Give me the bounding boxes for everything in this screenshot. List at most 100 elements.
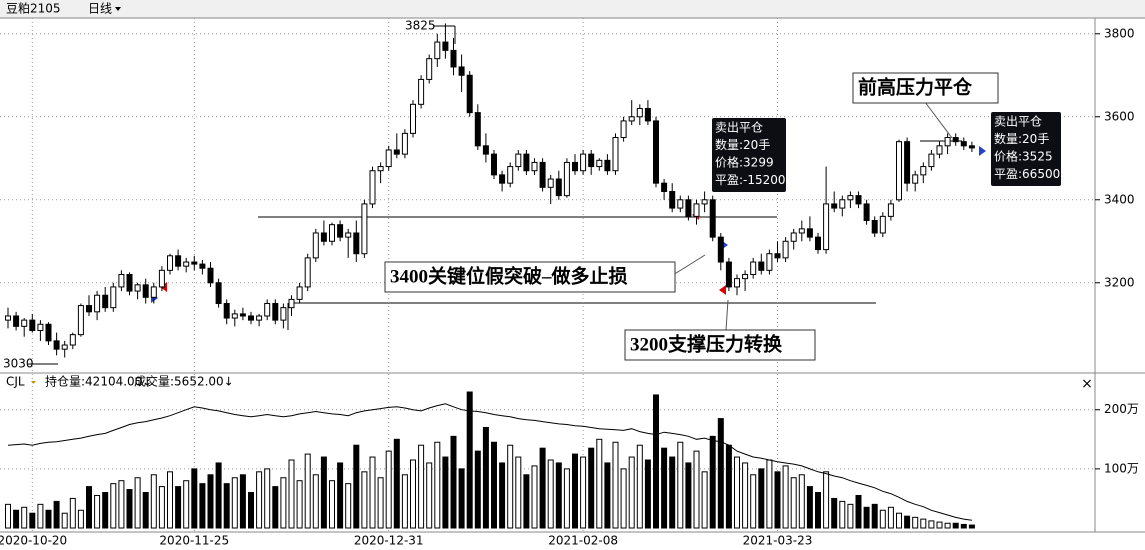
volume-bar <box>758 468 765 529</box>
candle-body <box>53 340 60 350</box>
volume-bar <box>879 509 886 529</box>
volume-bar <box>839 500 846 529</box>
volume-bar <box>118 480 125 529</box>
volume-bar <box>13 509 20 529</box>
candle-body <box>539 161 546 188</box>
dropdown-arrow[interactable] <box>115 7 121 11</box>
candle-body <box>272 303 279 321</box>
volume-bar <box>612 441 619 529</box>
y-tick-label: 100万 <box>1104 461 1139 475</box>
volume-bar <box>231 477 238 529</box>
candle-body <box>944 137 951 147</box>
candle-body <box>677 199 684 209</box>
volume-bar <box>94 494 101 529</box>
close-button[interactable]: × <box>1081 376 1093 392</box>
volume-bar <box>442 456 449 529</box>
volume-bar <box>944 522 951 529</box>
volume-bar <box>134 477 141 529</box>
volume-bar <box>588 447 595 529</box>
tooltip-line: 价格:3525 <box>994 149 1053 164</box>
volume-bar <box>734 456 740 529</box>
volume-bar <box>677 441 684 529</box>
candle-body <box>936 145 943 155</box>
volume-bar <box>191 468 198 529</box>
legend-entry: CJL <box>6 375 25 389</box>
candle-body <box>491 153 497 176</box>
callout-text: 前高压力平仓 <box>858 75 973 98</box>
candle-body <box>442 41 449 51</box>
candle-body <box>320 232 327 242</box>
candle-body <box>207 267 214 284</box>
volume-bar <box>434 441 441 529</box>
volume-bar <box>207 474 214 529</box>
candle-body <box>612 137 619 172</box>
candle-body <box>215 282 222 305</box>
y-tick-label: 3800 <box>1104 26 1135 40</box>
volume-bar <box>215 462 222 529</box>
candle-body <box>280 307 287 321</box>
volume-bar <box>110 483 117 529</box>
candle-body <box>806 228 813 238</box>
symbol[interactable]: 豆粕2105 <box>6 1 61 16</box>
candle-body <box>337 224 344 238</box>
candle-body <box>61 344 68 350</box>
candle-body <box>750 261 757 275</box>
candle-body <box>968 145 975 149</box>
candle-body <box>644 107 651 122</box>
candle-body <box>685 199 692 217</box>
volume-bar <box>337 462 344 529</box>
candle-body <box>572 161 578 172</box>
tooltip <box>712 118 786 192</box>
candle-body <box>839 199 846 209</box>
volume-bar <box>264 468 271 529</box>
candle-body <box>94 294 101 313</box>
volume-bar <box>426 462 433 529</box>
toolbar <box>0 0 1145 18</box>
candle-body <box>474 112 481 147</box>
volume-bar <box>547 459 554 529</box>
volume-bar <box>709 435 716 529</box>
legend-entry: 成交量:5652.00↓ <box>134 374 234 389</box>
volume-bar <box>86 486 92 529</box>
volume-bar <box>936 521 943 529</box>
volume-bar <box>239 474 246 529</box>
candle-body <box>183 261 190 267</box>
candle-body <box>466 74 473 114</box>
volume-bar <box>102 492 109 529</box>
candle-body <box>401 132 408 155</box>
volume-bar <box>790 477 797 529</box>
volume-bar <box>312 474 319 529</box>
volume-bar <box>482 426 489 529</box>
candle-body <box>547 178 554 188</box>
candle-body <box>377 166 384 172</box>
tooltip-line: 平盈:-15200 <box>715 173 786 187</box>
volume-bar <box>288 459 295 529</box>
candle-body <box>531 161 538 172</box>
peak-label: 3825 <box>405 19 436 33</box>
candle-body <box>393 149 400 155</box>
candle-body <box>369 170 376 205</box>
candle-body <box>110 286 117 309</box>
volume-bar <box>669 456 676 529</box>
volume-bar <box>806 486 813 529</box>
candle-body <box>653 120 659 184</box>
volume-bar <box>53 500 60 529</box>
trade-marker <box>719 285 726 295</box>
candle-body <box>361 203 368 255</box>
volume-bar <box>871 503 878 529</box>
candle-body <box>863 203 870 222</box>
volume-bar <box>272 486 279 529</box>
candle-body <box>256 315 263 321</box>
candle-body <box>742 273 749 280</box>
tooltip <box>991 112 1061 186</box>
volume-bar <box>968 524 975 529</box>
candle-body <box>482 145 489 155</box>
volume-bar <box>701 471 708 529</box>
volume-bar <box>580 456 587 529</box>
volume-bar <box>223 483 230 529</box>
x-tick-label: 2020-10-20 <box>0 534 67 548</box>
volume-bar <box>37 503 44 529</box>
period[interactable]: 日线 <box>88 2 112 16</box>
volume-bar <box>21 506 28 529</box>
